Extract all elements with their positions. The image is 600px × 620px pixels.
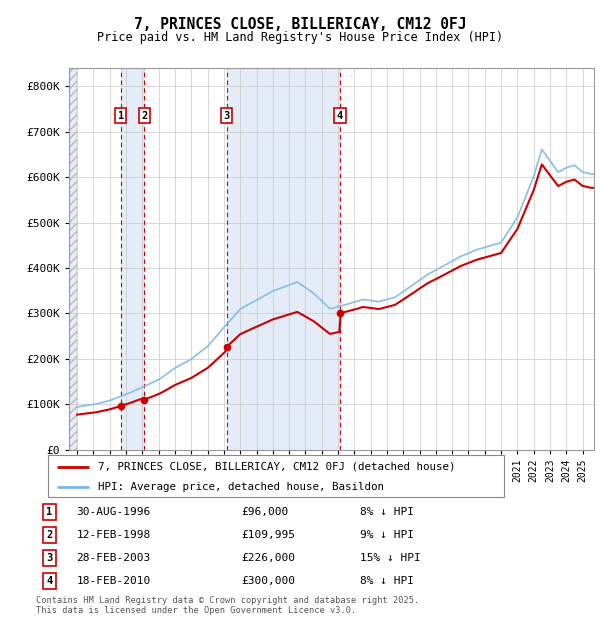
Text: 3: 3 (223, 111, 230, 121)
Text: 1: 1 (46, 507, 53, 517)
Text: 7, PRINCES CLOSE, BILLERICAY, CM12 0FJ: 7, PRINCES CLOSE, BILLERICAY, CM12 0FJ (134, 17, 466, 32)
Text: 30-AUG-1996: 30-AUG-1996 (77, 507, 151, 517)
Text: £226,000: £226,000 (241, 552, 295, 563)
Text: 18-FEB-2010: 18-FEB-2010 (77, 575, 151, 586)
Text: 12-FEB-1998: 12-FEB-1998 (77, 529, 151, 540)
FancyBboxPatch shape (48, 455, 504, 497)
Text: £96,000: £96,000 (241, 507, 289, 517)
Text: 8% ↓ HPI: 8% ↓ HPI (360, 575, 414, 586)
Text: This data is licensed under the Open Government Licence v3.0.: This data is licensed under the Open Gov… (36, 606, 356, 616)
Text: 7, PRINCES CLOSE, BILLERICAY, CM12 0FJ (detached house): 7, PRINCES CLOSE, BILLERICAY, CM12 0FJ (… (98, 462, 455, 472)
Text: 1: 1 (118, 111, 124, 121)
Text: 15% ↓ HPI: 15% ↓ HPI (360, 552, 421, 563)
Text: 4: 4 (46, 575, 53, 586)
Text: 2: 2 (141, 111, 148, 121)
Bar (227, 68, 340, 450)
Text: £300,000: £300,000 (241, 575, 295, 586)
Text: Contains HM Land Registry data © Crown copyright and database right 2025.: Contains HM Land Registry data © Crown c… (36, 596, 419, 606)
Text: 4: 4 (337, 111, 343, 121)
Text: 2: 2 (46, 529, 53, 540)
Bar (121, 68, 145, 450)
Text: 3: 3 (46, 552, 53, 563)
Text: £109,995: £109,995 (241, 529, 295, 540)
Text: HPI: Average price, detached house, Basildon: HPI: Average price, detached house, Basi… (98, 482, 384, 492)
Text: 9% ↓ HPI: 9% ↓ HPI (360, 529, 414, 540)
Text: 28-FEB-2003: 28-FEB-2003 (77, 552, 151, 563)
Text: 8% ↓ HPI: 8% ↓ HPI (360, 507, 414, 517)
Text: Price paid vs. HM Land Registry's House Price Index (HPI): Price paid vs. HM Land Registry's House … (97, 31, 503, 44)
